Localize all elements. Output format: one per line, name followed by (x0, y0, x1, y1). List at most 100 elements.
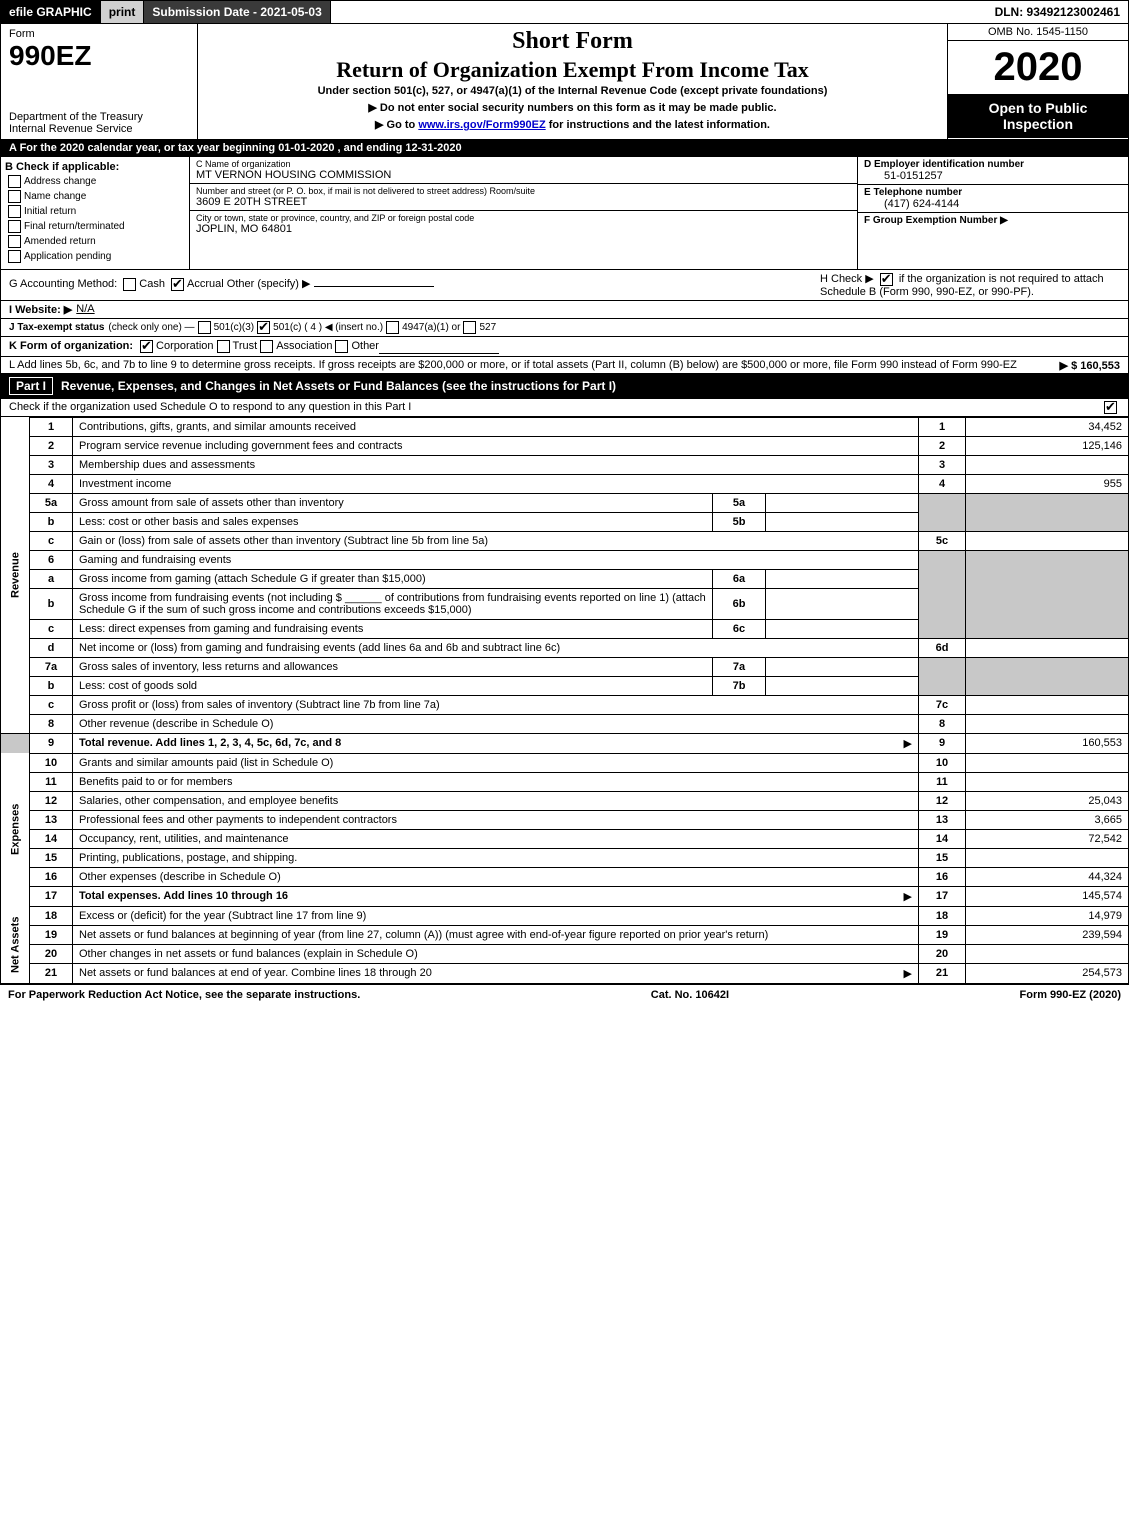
page-footer: For Paperwork Reduction Act Notice, see … (0, 984, 1129, 1005)
col-d-ids: D Employer identification number 51-0151… (857, 157, 1128, 269)
line4-desc: Investment income (73, 474, 919, 493)
part1-table: Revenue 1 Contributions, gifts, grants, … (0, 417, 1129, 984)
group-exempt-label: F Group Exemption Number ▶ (864, 215, 1122, 226)
line6-desc: Gaming and fundraising events (73, 550, 919, 569)
title-short-form: Short Form (206, 28, 939, 55)
row-l: L Add lines 5b, 6c, and 7b to line 9 to … (0, 357, 1129, 374)
website-value: N/A (76, 303, 94, 315)
gross-receipts-amt: ▶ $ 160,553 (1060, 359, 1120, 372)
cb-application-pending[interactable]: Application pending (5, 250, 185, 263)
line2-amt: 125,146 (966, 436, 1129, 455)
line14-desc: Occupancy, rent, utilities, and maintena… (73, 829, 919, 848)
cb-name-change[interactable]: Name change (5, 190, 185, 203)
row-i: I Website: ▶ N/A (0, 301, 1129, 319)
line13-desc: Professional fees and other payments to … (73, 810, 919, 829)
row-g: G Accounting Method: Cash Accrual Other … (9, 272, 434, 298)
line7a-desc: Gross sales of inventory, less returns a… (73, 657, 713, 676)
cb-501c[interactable] (257, 321, 270, 334)
col-c-org: C Name of organization MT VERNON HOUSING… (190, 157, 857, 269)
line15-amt (966, 848, 1129, 867)
cb-final-return[interactable]: Final return/terminated (5, 220, 185, 233)
omb-number: OMB No. 1545-1150 (948, 24, 1128, 41)
cb-4947[interactable] (386, 321, 399, 334)
col-b-checkboxes: B Check if applicable: Address change Na… (1, 157, 190, 269)
other-org-input[interactable] (379, 339, 499, 354)
line19-desc: Net assets or fund balances at beginning… (73, 925, 919, 944)
line16-desc: Other expenses (describe in Schedule O) (73, 867, 919, 886)
cb-association[interactable] (260, 340, 273, 353)
row-j: J Tax-exempt status (check only one) — 5… (0, 319, 1129, 337)
tel-label: E Telephone number (864, 187, 1122, 198)
entity-section: B Check if applicable: Address change Na… (0, 157, 1129, 270)
line5c-amt (966, 531, 1129, 550)
sidelabel-revenue: Revenue (1, 417, 30, 733)
cb-schedule-b[interactable] (880, 273, 893, 286)
cb-501c3[interactable] (198, 321, 211, 334)
ein-value: 51-0151257 (864, 170, 1122, 182)
cb-trust[interactable] (217, 340, 230, 353)
line12-desc: Salaries, other compensation, and employ… (73, 791, 919, 810)
org-name: MT VERNON HOUSING COMMISSION (196, 169, 851, 181)
tax-year: 2020 (948, 41, 1128, 94)
line9-amt: 160,553 (966, 733, 1129, 753)
line12-amt: 25,043 (966, 791, 1129, 810)
line3-amt (966, 455, 1129, 474)
line8-desc: Other revenue (describe in Schedule O) (73, 714, 919, 733)
line16-amt: 44,324 (966, 867, 1129, 886)
line7a-val (766, 657, 919, 676)
line14-amt: 72,542 (966, 829, 1129, 848)
line20-desc: Other changes in net assets or fund bala… (73, 944, 919, 963)
line6d-desc: Net income or (loss) from gaming and fun… (73, 638, 919, 657)
title-return: Return of Organization Exempt From Incom… (206, 57, 939, 83)
line10-desc: Grants and similar amounts paid (list in… (73, 753, 919, 772)
note-ssn: ▶ Do not enter social security numbers o… (206, 101, 939, 114)
line2-desc: Program service revenue including govern… (73, 436, 919, 455)
addr-label: Number and street (or P. O. box, if mail… (196, 186, 851, 196)
sidelabel-expenses: Expenses (1, 753, 30, 906)
other-specify-input[interactable] (314, 272, 434, 287)
footer-left: For Paperwork Reduction Act Notice, see … (8, 989, 360, 1001)
form-number: 990EZ (9, 40, 189, 72)
cb-527[interactable] (463, 321, 476, 334)
print-button[interactable]: print (101, 1, 145, 23)
line7c-desc: Gross profit or (loss) from sales of inv… (73, 695, 919, 714)
ein-label: D Employer identification number (864, 159, 1122, 170)
line5b-val (766, 512, 919, 531)
line3-desc: Membership dues and assessments (73, 455, 919, 474)
line8-amt (966, 714, 1129, 733)
part1-sub: Check if the organization used Schedule … (0, 399, 1129, 417)
line6b-val (766, 588, 919, 619)
efile-label: efile GRAPHIC (1, 1, 101, 23)
line5b-desc: Less: cost or other basis and sales expe… (73, 512, 713, 531)
irs-link[interactable]: www.irs.gov/Form990EZ (418, 119, 545, 131)
tel-value: (417) 624-4144 (864, 198, 1122, 210)
cb-initial-return[interactable]: Initial return (5, 205, 185, 218)
line6b-desc: Gross income from fundraising events (no… (73, 588, 713, 619)
cb-accrual[interactable] (171, 278, 184, 291)
line1-amt: 34,452 (966, 417, 1129, 436)
line9-desc: Total revenue. Add lines 1, 2, 3, 4, 5c,… (73, 733, 919, 753)
cb-amended-return[interactable]: Amended return (5, 235, 185, 248)
city-label: City or town, state or province, country… (196, 213, 851, 223)
row-k: K Form of organization: Corporation Trus… (0, 337, 1129, 357)
line17-amt: 145,574 (966, 886, 1129, 906)
cb-cash[interactable] (123, 278, 136, 291)
line5a-desc: Gross amount from sale of assets other t… (73, 493, 713, 512)
cb-corporation[interactable] (140, 340, 153, 353)
cb-address-change[interactable]: Address change (5, 175, 185, 188)
line5c-desc: Gain or (loss) from sale of assets other… (73, 531, 919, 550)
cb-other-org[interactable] (335, 340, 348, 353)
line17-desc: Total expenses. Add lines 10 through 16 … (73, 886, 919, 906)
line11-amt (966, 772, 1129, 791)
sidelabel-netassets: Net Assets (1, 906, 30, 983)
cb-schedule-o[interactable] (1104, 401, 1117, 414)
line7b-val (766, 676, 919, 695)
city-value: JOPLIN, MO 64801 (196, 223, 851, 235)
line19-amt: 239,594 (966, 925, 1129, 944)
dept-irs: Internal Revenue Service (9, 123, 189, 135)
dln-label: DLN: 93492123002461 (987, 1, 1128, 23)
line6d-amt (966, 638, 1129, 657)
line6a-val (766, 569, 919, 588)
line21-desc: Net assets or fund balances at end of ye… (73, 963, 919, 983)
open-inspection: Open to Public Inspection (948, 94, 1128, 138)
